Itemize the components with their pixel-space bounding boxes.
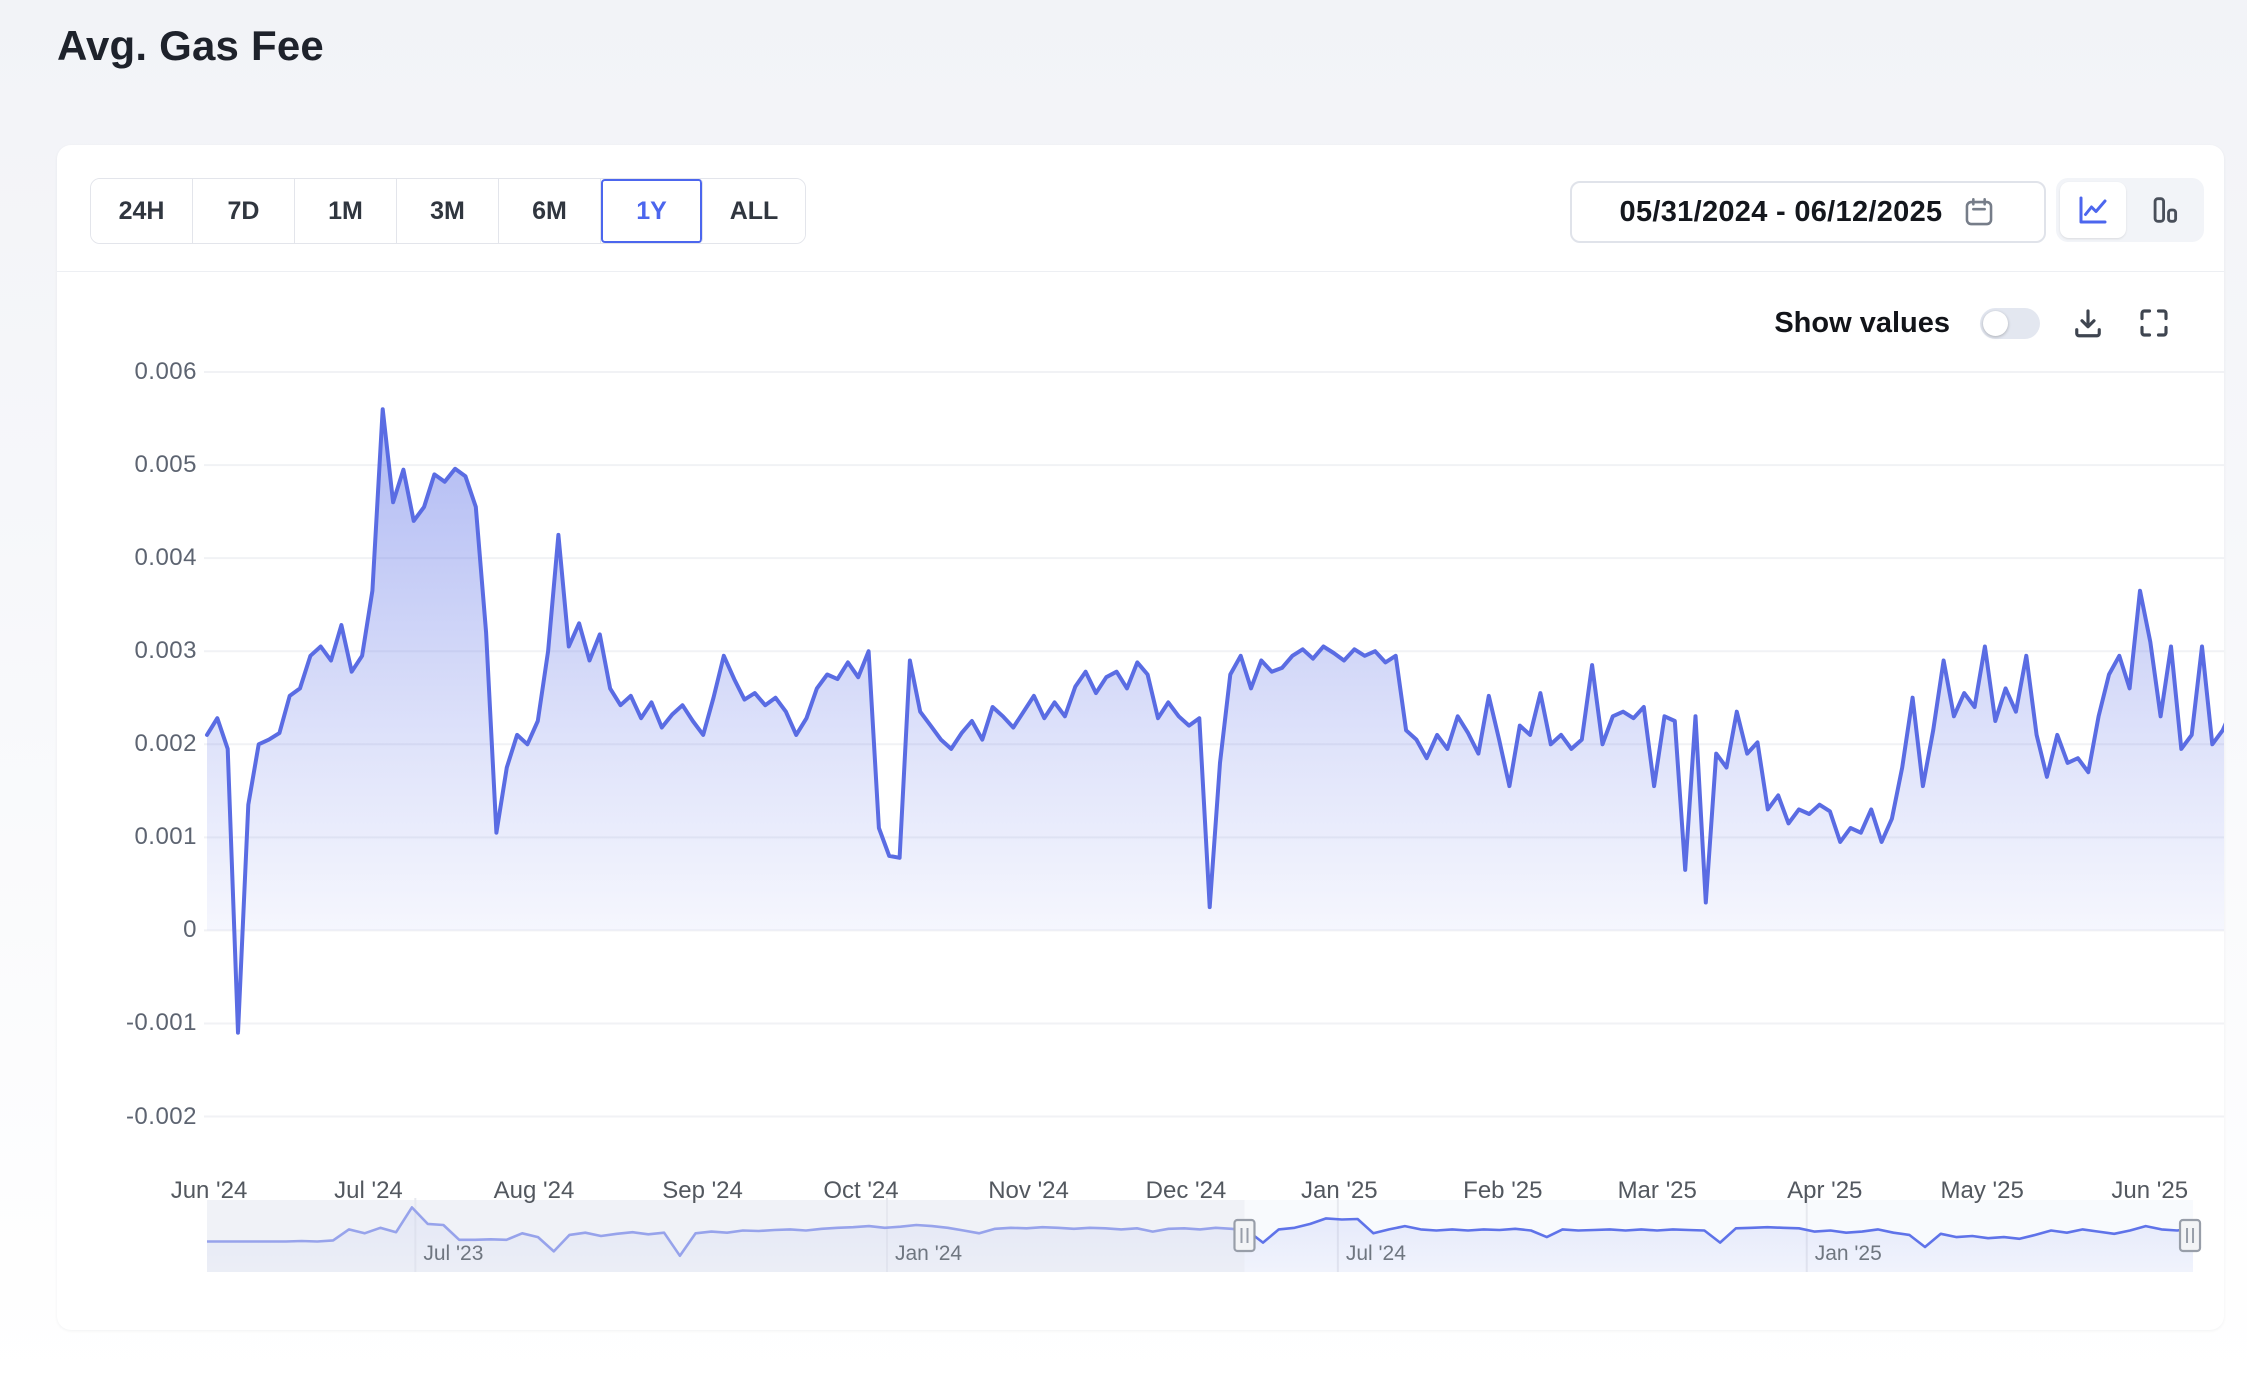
x-tick-label: May '25 [1940, 1177, 2024, 1204]
y-tick-label: -0.001 [125, 1009, 197, 1037]
y-tick-label: 0.002 [134, 730, 197, 758]
range-button-6m[interactable]: 6M [499, 179, 601, 243]
toolbar-divider [57, 271, 2224, 272]
series-area [207, 409, 2224, 1033]
bar-chart-type-button[interactable] [2126, 193, 2204, 227]
range-button-3m[interactable]: 3M [397, 179, 499, 243]
fullscreen-icon [2140, 309, 2168, 337]
x-tick-label: Apr '25 [1787, 1177, 1863, 1204]
y-tick-label: -0.002 [125, 1102, 197, 1130]
date-range-value: 05/31/2024 - 06/12/2025 [1619, 195, 1943, 228]
line-chart-icon [2075, 192, 2111, 228]
range-button-1m[interactable]: 1M [295, 179, 397, 243]
x-tick-label: Jun '25 [2111, 1177, 2189, 1204]
range-button-24h[interactable]: 24H [91, 179, 193, 243]
range-button-1y[interactable]: 1Y [601, 179, 703, 243]
navigator-tick-label: Jul '23 [423, 1242, 484, 1265]
series-line [205, 407, 2224, 1035]
download-button[interactable] [2070, 305, 2106, 341]
x-tick-label: Nov '24 [988, 1177, 1069, 1204]
show-values-label: Show values [1774, 306, 1950, 339]
x-tick-label: Feb '25 [1463, 1177, 1543, 1204]
navigator-tick-label: Jan '24 [895, 1242, 963, 1265]
fullscreen-button[interactable] [2136, 305, 2172, 341]
download-icon [2075, 309, 2101, 338]
calendar-icon [1962, 195, 1996, 229]
main-chart[interactable] [57, 145, 2224, 1330]
range-button-7d[interactable]: 7D [193, 179, 295, 243]
navigator-unselected-region[interactable] [207, 1200, 1245, 1272]
x-tick-label: Mar '25 [1617, 1177, 1697, 1204]
chart-controls: Show values [1774, 297, 2172, 349]
range-button-all[interactable]: ALL [703, 179, 805, 243]
y-tick-label: 0.006 [134, 358, 197, 385]
bar-chart-icon [2148, 193, 2182, 227]
x-tick-label: Jan '25 [1301, 1177, 1378, 1204]
x-tick-label: Jun '24 [170, 1177, 248, 1204]
y-tick-label: 0.005 [134, 451, 197, 479]
show-values-toggle[interactable] [1980, 307, 2040, 339]
x-tick-label: Aug '24 [493, 1177, 575, 1204]
y-tick-label: 0.003 [134, 637, 197, 665]
chart-card: 24H 7D 1M 3M 6M 1Y ALL 05/31/2024 - 06/1… [57, 145, 2224, 1330]
toggle-knob [1983, 310, 2008, 336]
navigator-slider[interactable] [207, 1198, 2202, 1272]
line-chart-type-button[interactable] [2060, 182, 2126, 238]
navigator-tick-label: Jul '24 [1345, 1242, 1406, 1265]
y-tick-label: 0.001 [134, 823, 197, 851]
gridlines [204, 371, 2224, 1118]
x-tick-label: Sep '24 [662, 1177, 743, 1204]
x-tick-label: Jul '24 [334, 1177, 403, 1204]
y-tick-label: 0 [183, 916, 197, 944]
time-range-selector: 24H 7D 1M 3M 6M 1Y ALL [90, 178, 806, 244]
x-tick-label: Oct '24 [823, 1177, 899, 1204]
date-range-input[interactable]: 05/31/2024 - 06/12/2025 [1570, 181, 2046, 243]
page-title: Avg. Gas Fee [57, 22, 324, 69]
y-tick-label: 0.004 [134, 544, 197, 572]
navigator-right-handle[interactable] [2178, 1218, 2202, 1253]
navigator-tick-label: Jan '25 [1814, 1242, 1882, 1265]
x-tick-label: Dec '24 [1145, 1177, 1227, 1204]
navigator-left-handle[interactable] [1233, 1218, 1256, 1253]
chart-type-toggle [2056, 178, 2204, 242]
